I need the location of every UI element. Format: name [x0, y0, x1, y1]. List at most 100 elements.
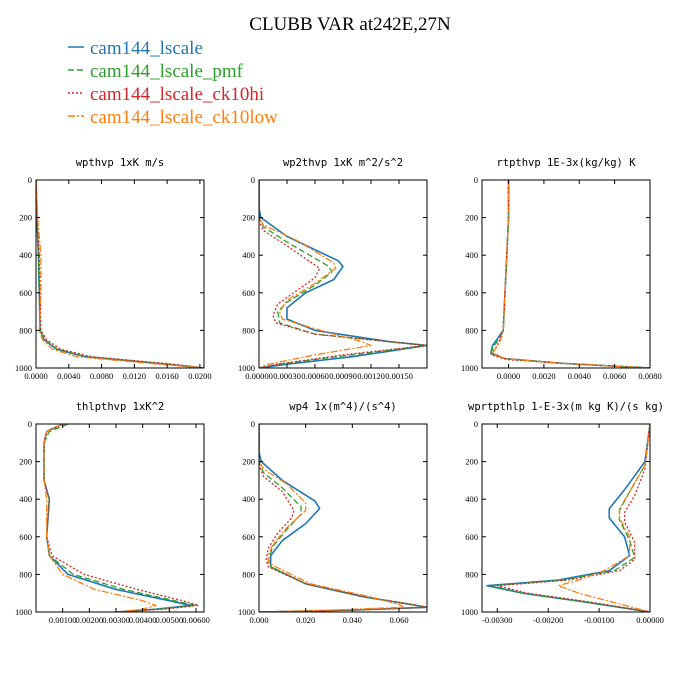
- y-tick-label: 800: [19, 569, 32, 579]
- y-tick-label: 600: [19, 288, 32, 298]
- series-line-3: [496, 424, 650, 612]
- x-tick-label: 0.0000: [24, 371, 47, 381]
- y-tick-label: 600: [19, 532, 32, 542]
- series-line-1: [259, 180, 427, 368]
- series-line-1: [259, 424, 427, 612]
- y-tick-label: 200: [242, 457, 255, 467]
- series-line-2: [259, 424, 427, 612]
- x-tick-label: 0.0040: [57, 371, 80, 381]
- series-line-2: [36, 180, 204, 368]
- y-tick-label: 1000: [461, 607, 478, 617]
- legend-label-0: cam144_lscale: [90, 38, 203, 59]
- series-line-4: [259, 180, 372, 368]
- series-group: [486, 424, 650, 612]
- plot-frame: [35, 179, 205, 369]
- series-line-2: [491, 424, 650, 612]
- x-tick-label: 0.0200: [188, 371, 211, 381]
- x-tick-label: 0.0040: [568, 371, 591, 381]
- y-tick-label: 800: [242, 569, 255, 579]
- y-tick-label: 800: [242, 325, 255, 335]
- series-group: [259, 424, 427, 612]
- x-tick-label: 0.00500: [156, 615, 184, 625]
- y-tick-label: 600: [242, 532, 255, 542]
- x-tick-label: 0.00300: [102, 615, 130, 625]
- y-tick-label: 800: [465, 325, 478, 335]
- x-tick-label: 0.00030: [273, 371, 301, 381]
- x-tick-label: 0.020: [296, 615, 315, 625]
- y-tick-label: 600: [465, 288, 478, 298]
- series-line-4: [557, 424, 650, 612]
- panel-title: wp4 1x(m^4)/(s^4): [289, 401, 396, 413]
- y-tick-label: 0: [28, 175, 32, 185]
- panel-3: rtpthvp 1E-3x(kg/kg) K 0 200 400 600 800 1000 0…: [461, 157, 662, 381]
- x-tick-label: 0.0120: [123, 371, 146, 381]
- x-tick-label: 0.000: [249, 615, 268, 625]
- y-tick-label: 600: [242, 288, 255, 298]
- x-tick-label: 0.0020: [532, 371, 555, 381]
- x-tick-label: 0.00000: [636, 615, 664, 625]
- x-tick-label: 0.00150: [385, 371, 413, 381]
- x-tick-label: 0.00600: [182, 615, 210, 625]
- series-group: [490, 180, 650, 368]
- plot-frame: [481, 179, 651, 369]
- y-tick-label: 600: [465, 532, 478, 542]
- x-tick-label: 0.00200: [76, 615, 104, 625]
- y-tick-label: 0: [474, 419, 478, 429]
- y-tick-label: 1000: [238, 363, 255, 373]
- panel-title: thlpthvp 1xK^2: [76, 401, 165, 413]
- y-tick-label: 400: [19, 494, 32, 504]
- series-line-2: [43, 424, 197, 612]
- panel-title: wpthvp 1xK m/s: [76, 157, 165, 169]
- y-tick-label: 400: [465, 494, 478, 504]
- x-tick-label: 0.0080: [638, 371, 661, 381]
- y-tick-label: 400: [242, 494, 255, 504]
- y-tick-label: 1000: [238, 607, 255, 617]
- y-tick-label: 0: [251, 175, 255, 185]
- x-tick-label: -0.00100: [584, 615, 614, 625]
- plot-frame: [35, 423, 205, 613]
- x-tick-label: 0.0060: [603, 371, 626, 381]
- series-line-3: [259, 180, 427, 368]
- series-line-1: [36, 180, 204, 368]
- x-tick-label: 0.00100: [49, 615, 77, 625]
- y-tick-label: 800: [19, 325, 32, 335]
- panel-2: wp2thvp 1xK m^2/s^2020040060080010000.00…: [238, 157, 428, 381]
- panel-title: wp2thvp 1xK m^2/s^2: [283, 157, 403, 169]
- series-line-2: [259, 180, 427, 368]
- legend-label-3: cam144_lscale_ck10low: [90, 107, 278, 128]
- panel-title: wprtpthlp 1-E-3x(m kg K)/(s kg): [468, 401, 664, 413]
- y-tick-label: 0: [474, 175, 478, 185]
- x-tick-label: -0.00300: [482, 615, 512, 625]
- y-tick-label: 200: [19, 457, 32, 467]
- y-tick-label: 200: [242, 213, 255, 223]
- plot-frame: [481, 423, 651, 613]
- y-tick-label: 200: [465, 457, 478, 467]
- series-line-3: [259, 424, 427, 612]
- series-line-4: [36, 180, 204, 368]
- x-tick-label: -0.00200: [533, 615, 563, 625]
- y-tick-label: 200: [19, 213, 32, 223]
- y-tick-label: 200: [465, 213, 478, 223]
- x-tick-label: 0.00120: [357, 371, 385, 381]
- legend-label-1: cam144_lscale_pmf: [90, 61, 244, 82]
- series-line-3: [490, 180, 650, 368]
- plot-frame: [258, 423, 428, 613]
- series-line-1: [486, 424, 650, 612]
- y-tick-label: 800: [465, 569, 478, 579]
- figure-title: CLUBB VAR at242E,27N: [249, 14, 451, 35]
- x-tick-label: 0.00000: [245, 371, 273, 381]
- series-line-1: [490, 180, 650, 368]
- x-tick-label: 0.00090: [329, 371, 357, 381]
- y-tick-label: 0: [251, 419, 255, 429]
- legend: cam144_lscale cam144_lscale_pmf cam144_l…: [68, 38, 278, 128]
- x-tick-label: 0.060: [389, 615, 408, 625]
- y-tick-label: 400: [19, 250, 32, 260]
- series-line-4: [491, 180, 650, 368]
- series-line-2: [490, 180, 650, 368]
- y-tick-label: 400: [465, 250, 478, 260]
- series-line-3: [43, 424, 200, 612]
- series-line-3: [36, 180, 204, 368]
- x-tick-label: 0.0080: [90, 371, 113, 381]
- legend-label-2: cam144_lscale_ck10hi: [90, 84, 264, 105]
